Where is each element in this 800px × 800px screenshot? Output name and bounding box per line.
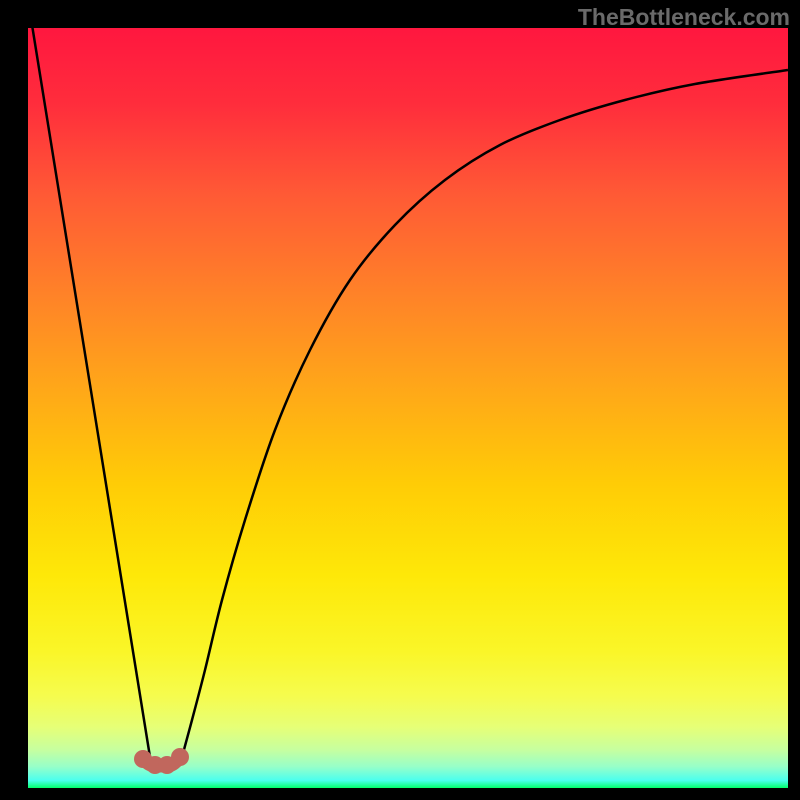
marker-point (171, 748, 189, 766)
plot-background (28, 28, 788, 788)
chart-svg (0, 0, 800, 800)
watermark-text: TheBottleneck.com (578, 4, 790, 31)
